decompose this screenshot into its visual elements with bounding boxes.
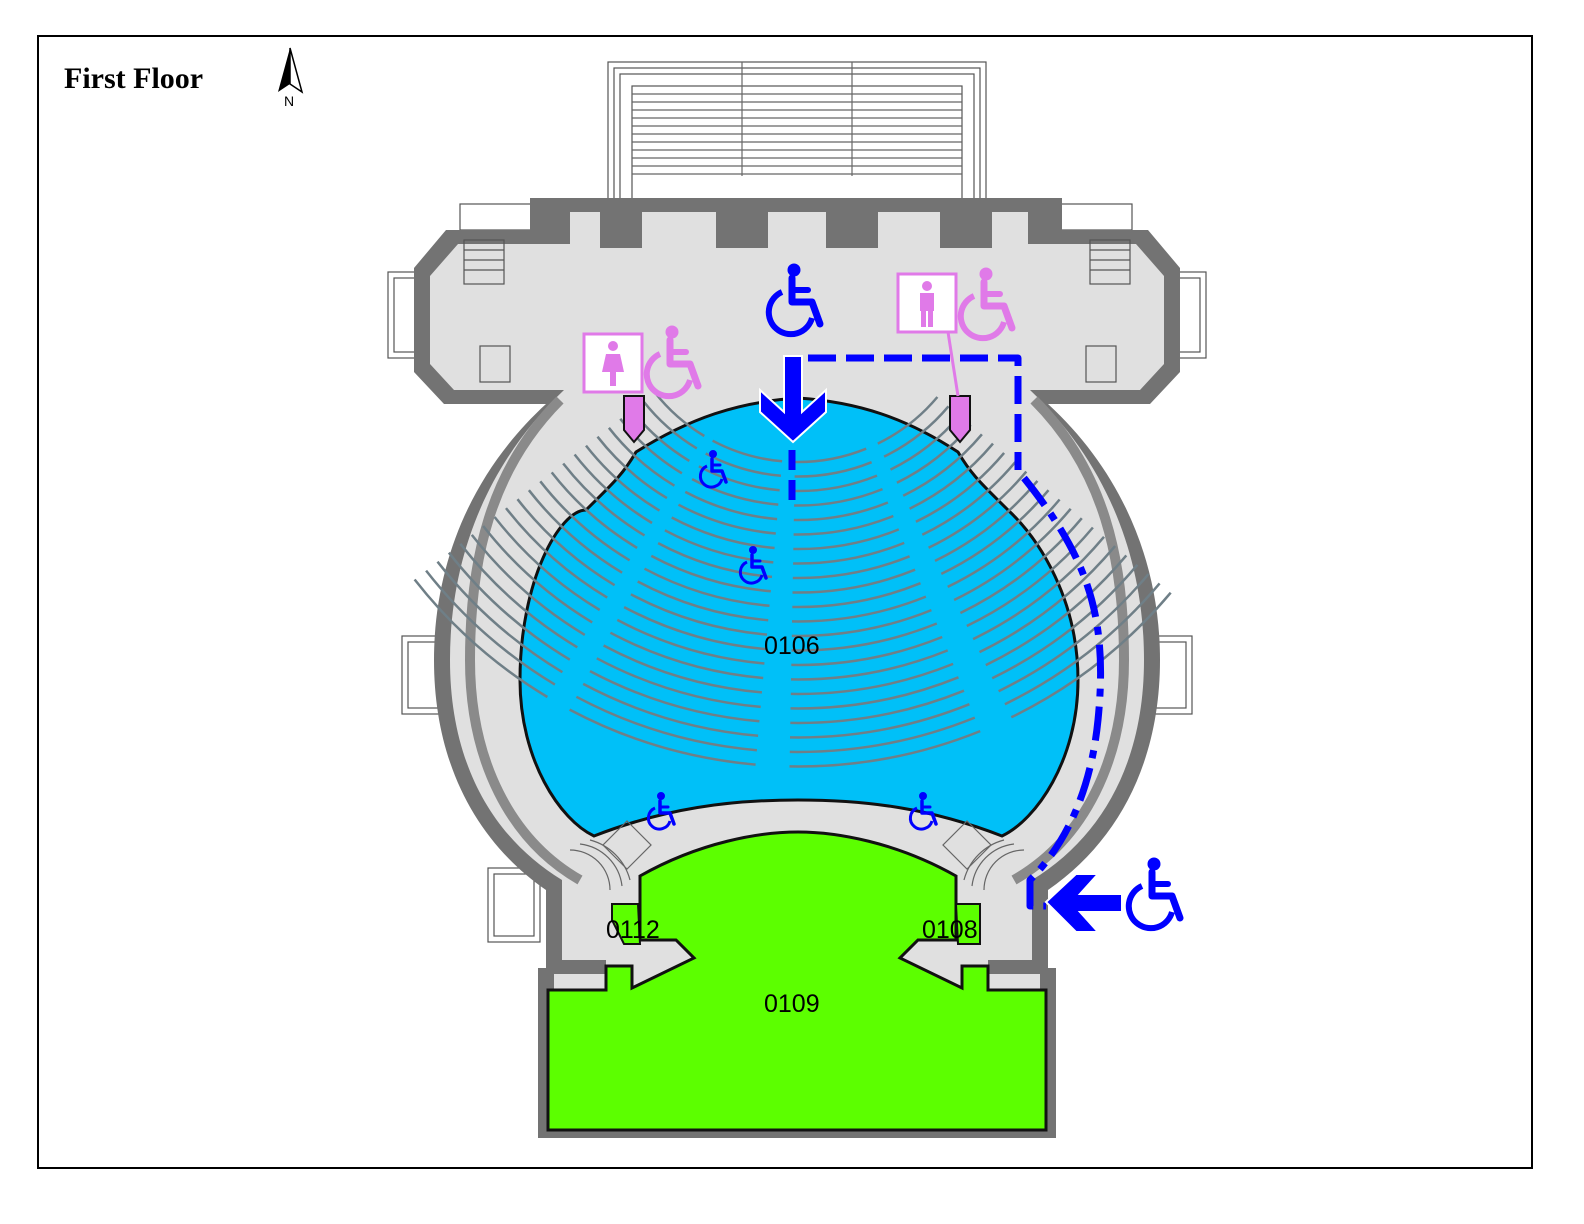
seat-row (966, 526, 1094, 628)
room-0112[interactable] (611, 903, 642, 945)
seat-row (991, 563, 1139, 680)
seat-row (691, 477, 779, 506)
north-label: N (284, 93, 294, 109)
seat-row (671, 516, 775, 550)
seat-row (902, 433, 983, 497)
restroom-entries (623, 395, 971, 444)
seat-row (582, 682, 759, 738)
seat-row (573, 453, 653, 525)
seat-row (482, 525, 593, 624)
seat-row (792, 582, 921, 609)
seat-row (793, 541, 905, 565)
seat-row (470, 534, 586, 636)
seat-row (792, 555, 911, 580)
north-arrow-icon (278, 47, 304, 94)
seat-row (794, 447, 867, 464)
stage-stairs (569, 820, 1025, 891)
seat-row (791, 622, 938, 652)
seat-row (609, 631, 764, 680)
seat-row (790, 689, 965, 725)
seat-row (643, 567, 770, 608)
room-label-0112: 0112 (606, 916, 660, 944)
seat-row (790, 676, 959, 710)
seat-row (794, 474, 878, 493)
room-0109[interactable] (546, 830, 1048, 1132)
seat-row (793, 514, 894, 536)
seat-row (985, 554, 1128, 667)
seat-row (630, 593, 768, 636)
entrance-arrow-icon (1044, 873, 1123, 933)
seat-row (791, 635, 943, 667)
accessible-route (788, 354, 1105, 910)
seat-row (596, 435, 668, 500)
seat-row (596, 657, 761, 709)
seat-row (637, 580, 769, 622)
seat-row (791, 608, 932, 638)
seat-row (998, 573, 1150, 693)
seat-row (539, 480, 631, 562)
seat-row (623, 605, 766, 651)
room-0108[interactable] (954, 903, 981, 945)
room-label-0109: 0109 (764, 990, 820, 1018)
seat-row (792, 568, 916, 594)
mens-restroom-icon (896, 272, 958, 334)
seat-row (947, 498, 1061, 589)
seat-row (959, 517, 1083, 615)
seat-row (425, 569, 556, 686)
seat-row (790, 662, 954, 696)
seat-row (677, 503, 776, 535)
seat-row (585, 444, 661, 512)
seat-row (436, 560, 564, 674)
seat-row (712, 439, 783, 463)
seat-row (642, 400, 698, 450)
map-title: First Floor (64, 62, 203, 95)
mens-restroom-leader (946, 331, 960, 397)
room-label-0108: 0108 (922, 916, 978, 944)
seat-row (493, 516, 601, 612)
seat-row (413, 578, 549, 699)
seat-row (589, 669, 760, 723)
seat-row (877, 396, 939, 445)
seat-row (447, 551, 571, 661)
seat-row (790, 649, 949, 681)
seat-row (793, 528, 900, 551)
seat-row (575, 695, 758, 752)
seat-row (793, 501, 889, 522)
seat-row (978, 545, 1117, 654)
seat-row (607, 427, 676, 487)
seat-row (789, 729, 981, 768)
north-portico (607, 61, 987, 211)
seat-row (953, 507, 1072, 602)
seat-row (550, 471, 638, 549)
seat-row (909, 442, 994, 510)
seat-row (650, 554, 771, 593)
seat-row (527, 489, 623, 574)
seat-row (791, 595, 927, 623)
seat-row (883, 405, 950, 458)
seat-row (459, 543, 578, 649)
seat-row (972, 535, 1105, 641)
entrance-arrow-icon (759, 355, 827, 444)
seat-row (505, 507, 608, 599)
seat-row (789, 716, 976, 754)
seat-row (794, 461, 873, 478)
seat-row (794, 487, 883, 507)
seat-row (516, 498, 616, 587)
seat-row (915, 452, 1006, 523)
womens-restroom-icon (582, 332, 644, 394)
room-label-0106: 0106 (764, 632, 820, 660)
seat-row (562, 462, 646, 537)
seat-row (1004, 582, 1161, 706)
seat-row (603, 644, 763, 694)
seat-row (569, 708, 756, 766)
seat-row (928, 470, 1028, 549)
room-0106[interactable] (518, 396, 1080, 838)
seat-row (684, 490, 778, 521)
seat-row (921, 461, 1017, 536)
lobby-stairs (463, 239, 1131, 383)
seat-row (616, 618, 765, 665)
seat-row (664, 529, 774, 564)
seat-row (789, 703, 970, 739)
